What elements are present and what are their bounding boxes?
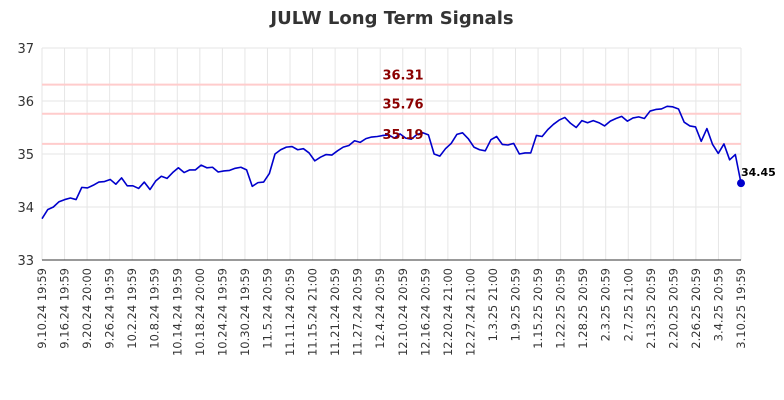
x-tick-label: 9.10.24 19:59: [35, 268, 49, 349]
y-tick-label: 35: [17, 148, 34, 163]
y-tick-label: 34: [17, 201, 34, 216]
x-tick-label: 1.22.25 20:59: [554, 268, 568, 349]
y-tick-label: 37: [17, 42, 34, 57]
signal-line-label: 36.31: [382, 69, 423, 84]
y-tick-label: 33: [17, 254, 34, 269]
axis-layer: 33 34 35 36 37 9.10.24 19:59 9.16.24 19:59 9.20…: [17, 42, 748, 356]
price-series-line: [41, 105, 742, 220]
signal-lines-layer: [42, 83, 741, 145]
x-tick-label: 9.26.24 19:59: [103, 268, 117, 349]
y-tick-label: 36: [17, 95, 34, 110]
x-tick-label: 10.30.24 19:59: [238, 268, 252, 356]
x-tick-label: 11.5.24 20:59: [260, 268, 274, 349]
x-tick-label: 1.9.25 20:59: [509, 268, 523, 341]
signal-line-label: 35.76: [382, 98, 423, 113]
x-tick-label: 12.10.24 20:59: [396, 268, 410, 356]
x-tick-label: 12.20.24 21:00: [441, 268, 455, 356]
x-tick-label: 9.16.24 19:59: [58, 268, 72, 349]
x-tick-label: 10.8.24 19:59: [148, 268, 162, 349]
grid-layer: [41, 47, 742, 261]
x-tick-label: 2.7.25 21:00: [621, 268, 635, 341]
x-tick-label: 11.21.24 20:59: [328, 268, 342, 356]
signal-line-label: 35.19: [382, 128, 423, 143]
x-tick-label: 10.2.24 19:59: [125, 268, 139, 349]
x-tick-label: 2.26.25 20:59: [689, 268, 703, 349]
x-tick-label: 12.27.24 21:00: [463, 268, 477, 356]
last-price-label: 34.45: [741, 166, 776, 179]
x-tick-label: 10.18.24 20:00: [193, 268, 207, 356]
series-layer: [41, 105, 745, 220]
x-tick-label: 2.20.25 20:59: [666, 268, 680, 349]
x-tick-label: 1.3.25 21:00: [486, 268, 500, 341]
label-layer: 36.31 35.76 35.19 34.45: [382, 69, 775, 180]
x-tick-label: 11.15.24 21:00: [306, 268, 320, 356]
x-tick-label: 2.3.25 20:59: [599, 268, 613, 341]
x-tick-label: 9.20.24 20:00: [80, 268, 94, 349]
x-tick-label: 3.4.25 20:59: [711, 268, 725, 341]
x-tick-label: 12.16.24 20:59: [418, 268, 432, 356]
chart-title: JULW Long Term Signals: [270, 8, 514, 29]
last-price-point: [737, 179, 745, 188]
x-tick-label: 10.24.24 19:59: [215, 268, 229, 356]
x-tick-label: 11.27.24 20:59: [351, 268, 365, 356]
x-tick-label: 11.11.24 20:59: [283, 268, 297, 356]
x-tick-label: 1.15.25 20:59: [531, 268, 545, 349]
x-tick-label: 10.14.24 19:59: [170, 268, 184, 356]
x-tick-label: 3.10.25 19:59: [734, 268, 748, 349]
x-tick-label: 2.13.25 20:59: [644, 268, 658, 349]
x-tick-label: 1.28.25 20:59: [576, 268, 590, 349]
x-tick-label: 12.4.24 20:59: [373, 268, 387, 349]
